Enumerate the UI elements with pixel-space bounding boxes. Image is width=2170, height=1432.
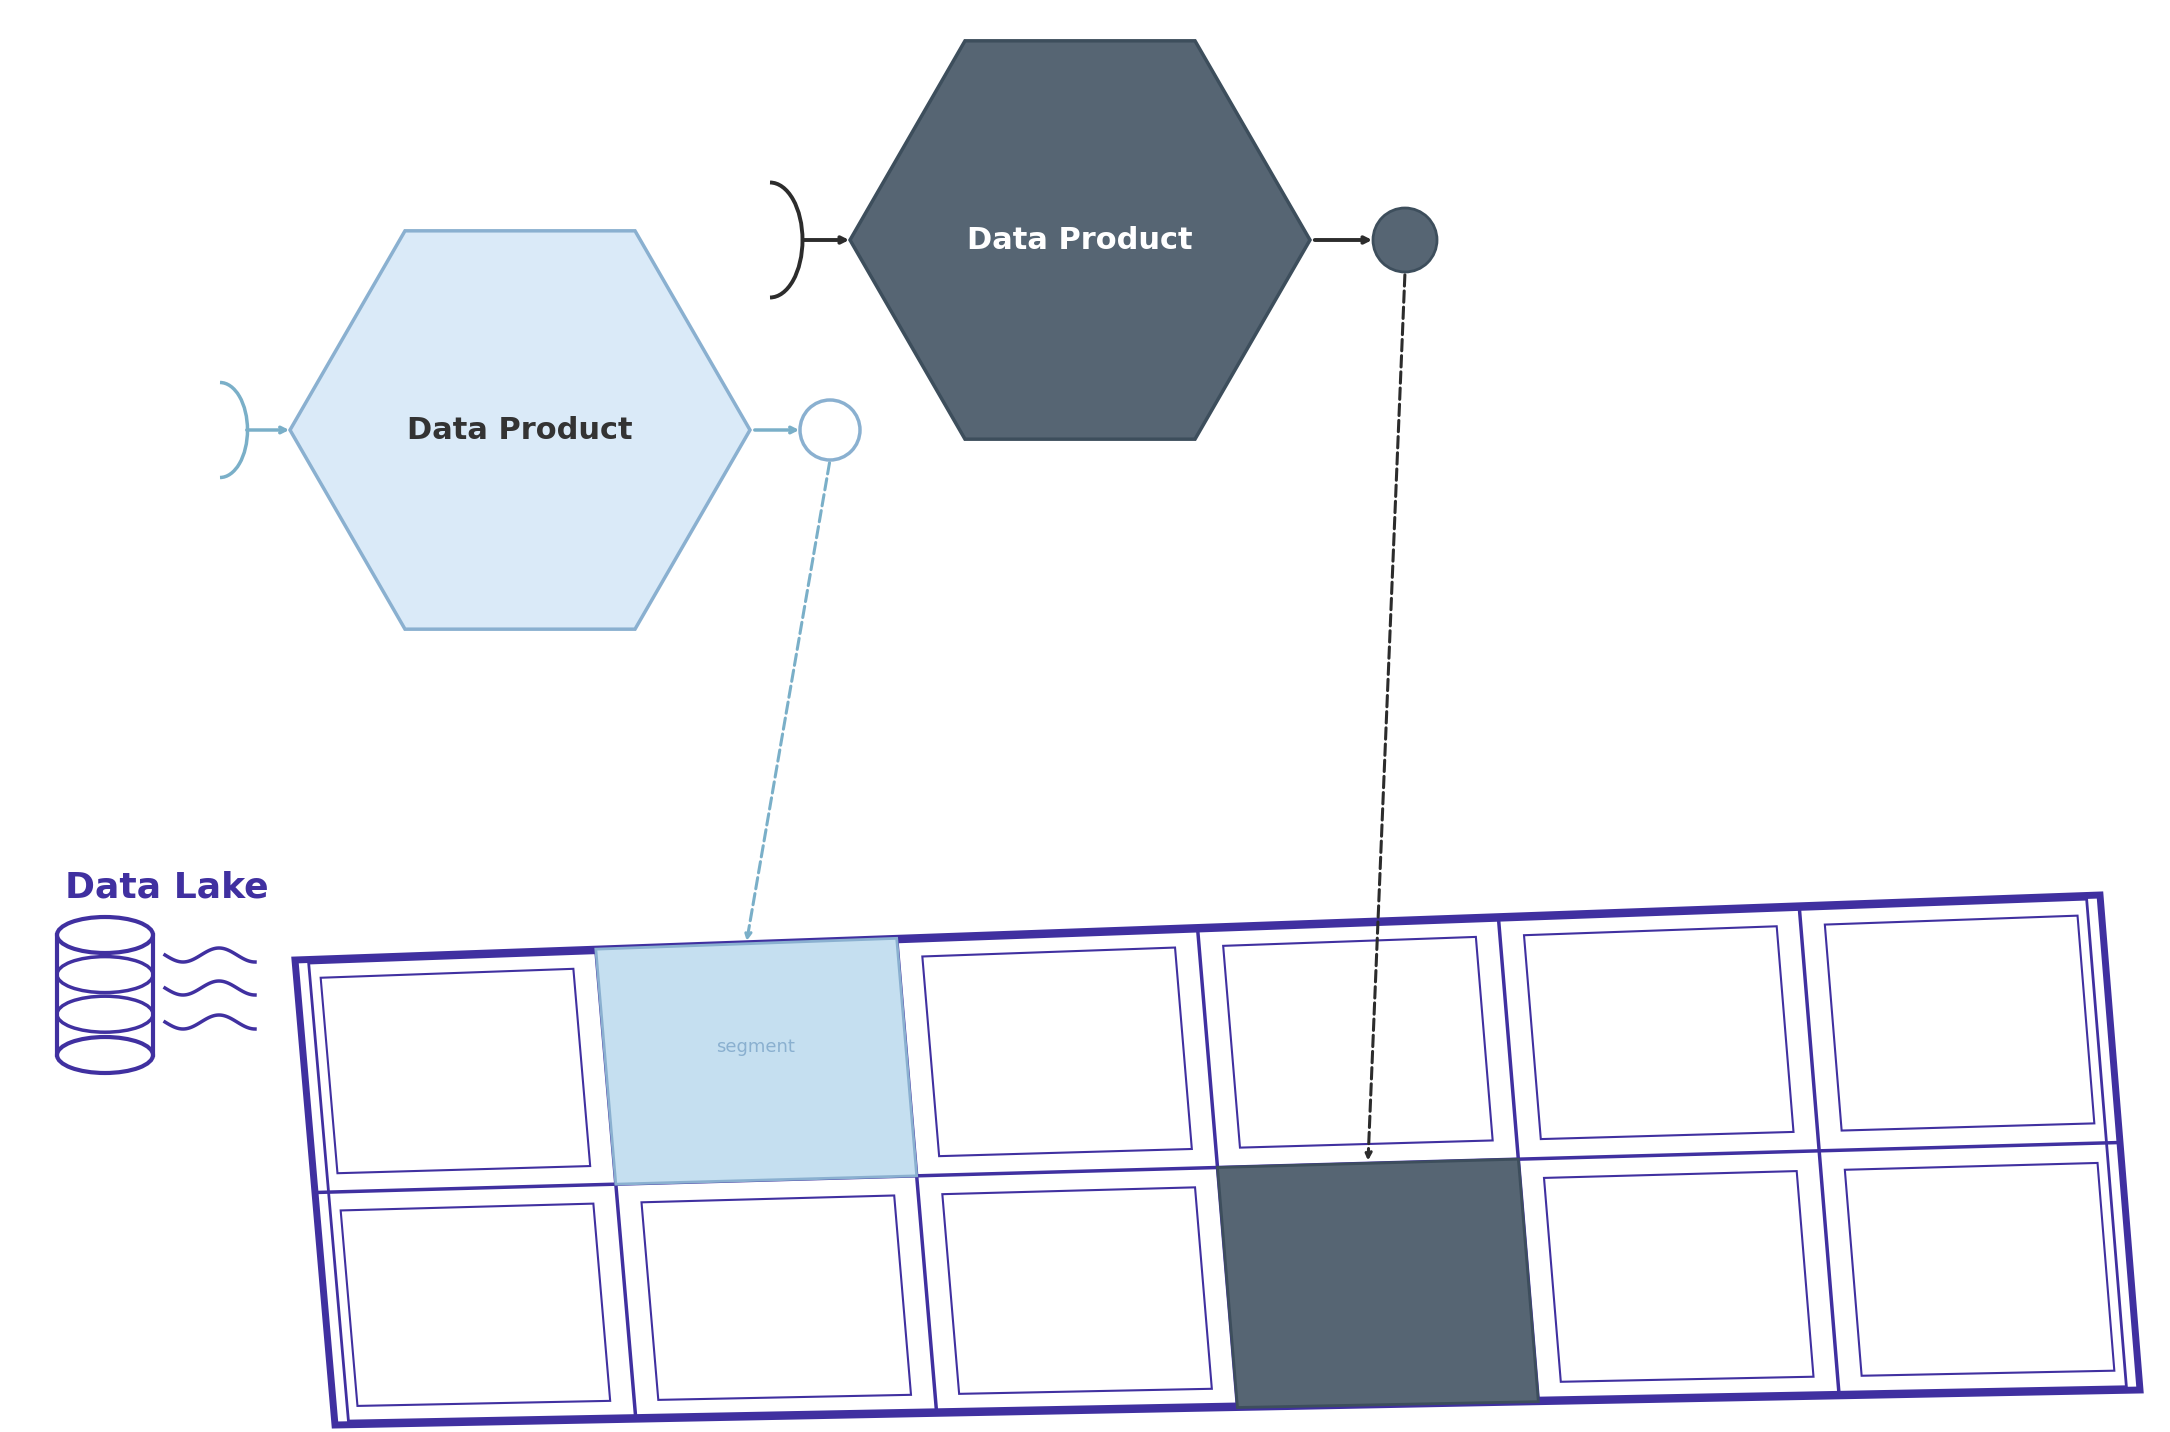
Polygon shape bbox=[1217, 1158, 1539, 1408]
Text: Data Product: Data Product bbox=[408, 415, 634, 444]
Text: segment: segment bbox=[716, 1038, 794, 1055]
Text: Data Product: Data Product bbox=[968, 225, 1194, 255]
Circle shape bbox=[801, 400, 859, 460]
Circle shape bbox=[1374, 208, 1437, 272]
Polygon shape bbox=[295, 895, 2140, 1425]
Polygon shape bbox=[291, 231, 751, 629]
Text: Data Lake: Data Lake bbox=[65, 871, 269, 904]
Polygon shape bbox=[597, 938, 916, 1184]
Polygon shape bbox=[851, 42, 1311, 440]
